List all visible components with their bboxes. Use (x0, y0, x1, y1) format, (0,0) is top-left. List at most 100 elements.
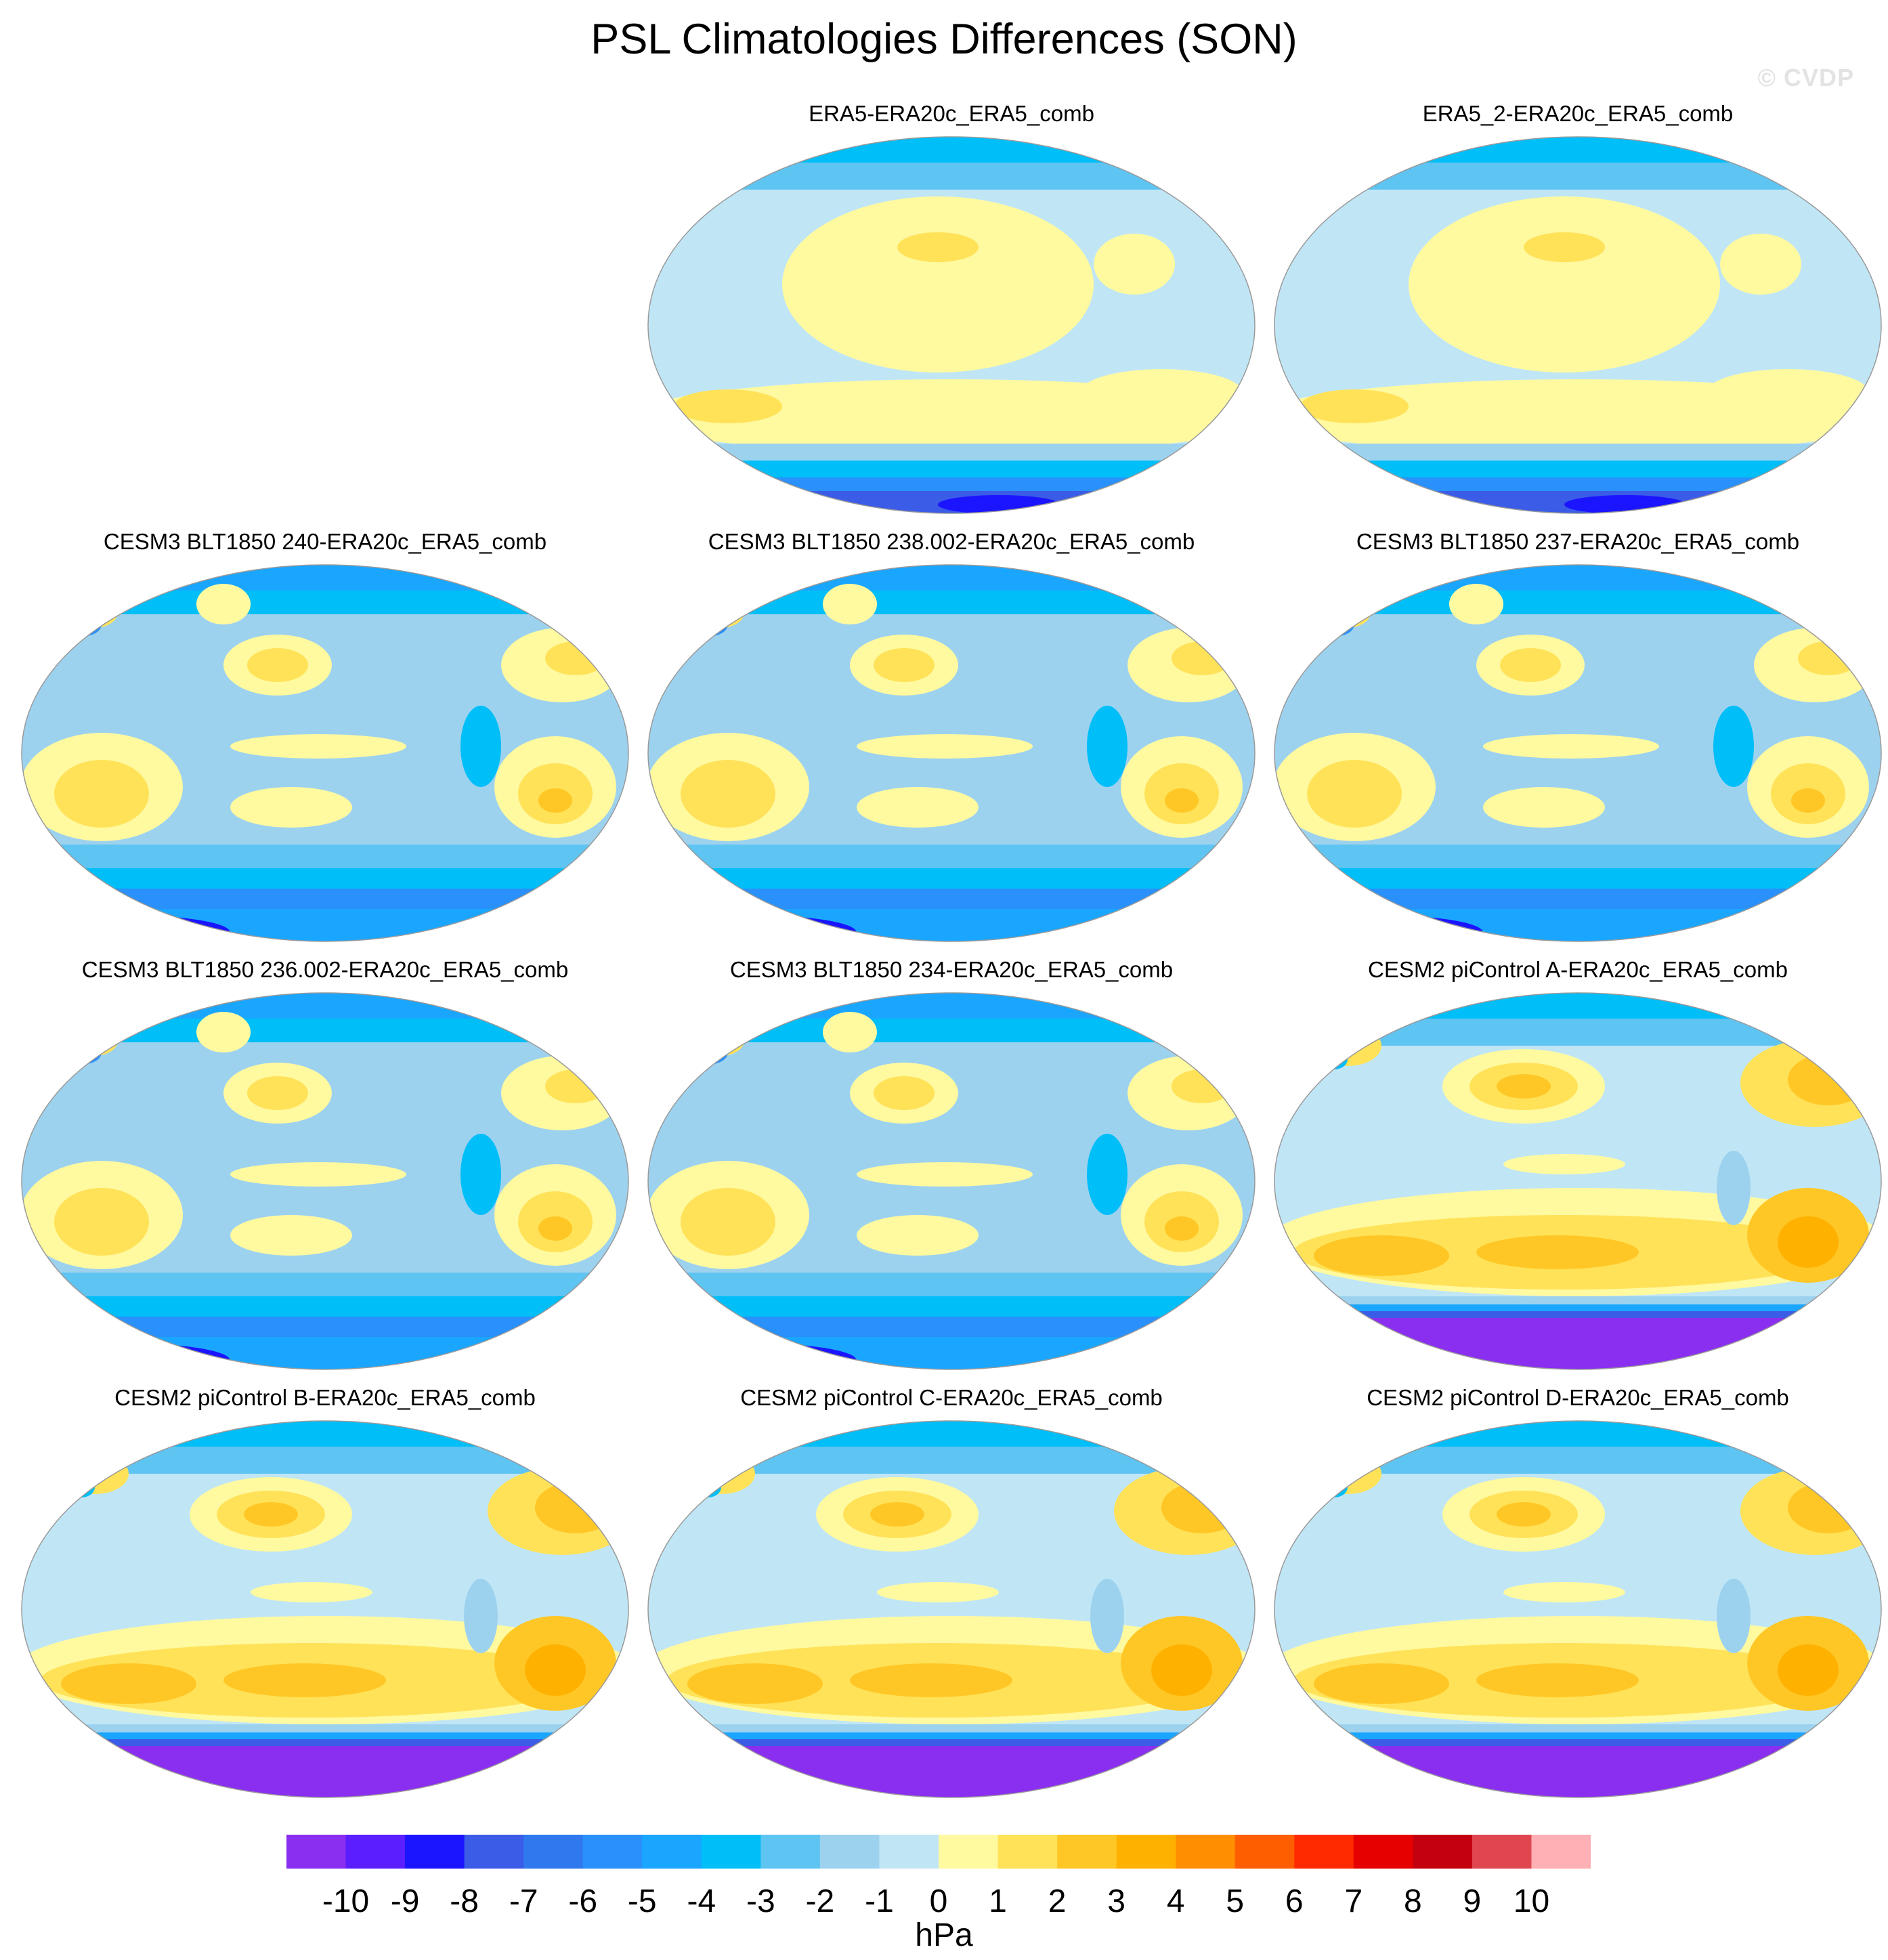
panel-title: CESM2 piControl D-ERA20c_ERA5_comb (1367, 1385, 1789, 1410)
southern-band (22, 889, 628, 909)
north-atlantic-core (535, 1482, 616, 1533)
map-panel: CESM2 piControl C-ERA20c_ERA5_comb (640, 1384, 1263, 1811)
southern-band (648, 1296, 1255, 1317)
colorbar-tick-label: 3 (1107, 1883, 1125, 1919)
panel-title: CESM3 BLT1850 237-ERA20c_ERA5_comb (1356, 529, 1800, 554)
north-atlantic-core (1788, 1482, 1869, 1533)
equatorial-ridge (1503, 1582, 1625, 1602)
pacific-high (1409, 196, 1720, 372)
map-panel: CESM3 BLT1850 238.002-ERA20c_ERA5_comb (640, 528, 1263, 955)
pacific-high-core (897, 232, 979, 262)
colorbar-tick-label: 0 (929, 1883, 948, 1919)
colorbar-tick-label: 5 (1226, 1883, 1245, 1919)
tibet-low (61, 1040, 102, 1065)
south-pacific-ridge (857, 787, 979, 828)
south-pacific-ridge (1483, 787, 1605, 828)
southern-band (648, 1732, 1255, 1739)
contour-fill (648, 565, 1255, 941)
southern-band (1274, 1304, 1881, 1311)
southern-band (1274, 1732, 1881, 1739)
colorbar-swatch (1353, 1835, 1413, 1869)
world-map (647, 1420, 1256, 1798)
southern-band (22, 1724, 628, 1732)
arctic-band (1274, 993, 1881, 1019)
panel-title: CESM3 BLT1850 236.002-ERA20c_ERA5_comb (81, 957, 569, 982)
south-atlantic-peak (1165, 788, 1199, 813)
southern-band (648, 909, 1255, 941)
south-america-low (460, 1134, 501, 1215)
north-pacific-core (874, 648, 935, 682)
southern-band (1274, 1724, 1881, 1732)
map-outline (1274, 992, 1882, 1370)
arctic-band (22, 993, 628, 1019)
tibet-low (1321, 1049, 1348, 1069)
map-panel: CESM3 BLT1850 240-ERA20c_ERA5_comb (14, 528, 637, 955)
arctic-band (648, 1447, 1255, 1474)
panel-title: CESM3 BLT1850 238.002-ERA20c_ERA5_comb (708, 529, 1195, 554)
south-america-low (464, 1579, 498, 1653)
equatorial-ridge (1483, 734, 1659, 759)
colorbar-swatch (1176, 1835, 1236, 1869)
colorbar-swatch (939, 1835, 999, 1869)
map-outline (1274, 1420, 1882, 1798)
panel-title: ERA5_2-ERA20c_ERA5_comb (1422, 101, 1734, 126)
contour-fill (1274, 565, 1881, 941)
colorbar-swatch (464, 1835, 524, 1869)
south-pacific-core (1476, 1235, 1639, 1269)
colorbar-swatch (582, 1835, 643, 1869)
southern-band (22, 868, 628, 889)
map-panel: CESM2 piControl B-ERA20c_ERA5_comb (14, 1384, 637, 1811)
world-map (21, 564, 629, 942)
tibet-low (694, 1477, 721, 1497)
arctic-band (648, 565, 1255, 591)
southern-band (1274, 1318, 1881, 1369)
arctic-band (1274, 163, 1881, 190)
equatorial-ridge (877, 1582, 999, 1602)
south-atlantic-peak (538, 788, 572, 813)
colorbar-tick-label: -9 (390, 1883, 420, 1919)
arctic-band (1274, 1019, 1881, 1046)
map-panel: ERA5_2-ERA20c_ERA5_comb (1266, 100, 1888, 527)
colorbar-labels: -10 -9 -8 -7 -6 -5 -4 -3 -2 -1 0 1 2 3 4 5 6 7 8 9 10 (0, 1881, 1888, 1922)
contour-fill (648, 993, 1255, 1369)
colorbar-swatch (1472, 1835, 1532, 1869)
north-pacific-peak (1497, 1074, 1551, 1099)
colorbar-tick-label: 6 (1285, 1883, 1304, 1919)
contour-fill (22, 1421, 628, 1797)
arctic-band (648, 993, 1255, 1019)
southern-band (648, 1337, 1255, 1369)
asia-high (687, 1453, 755, 1494)
map-panel: CESM2 piControl D-ERA20c_ERA5_comb (1266, 1384, 1888, 1811)
map-outline (647, 992, 1256, 1370)
indian-ocean-core (1314, 1235, 1449, 1276)
equatorial-ridge (857, 1162, 1033, 1187)
southern-band (648, 1317, 1255, 1337)
southern-ridge-core (1300, 389, 1409, 423)
south-pacific-ridge (230, 787, 352, 828)
southern-ridge-core (674, 389, 782, 423)
north-pacific-core (247, 648, 308, 682)
panel-title: CESM2 piControl A-ERA20c_ERA5_comb (1368, 957, 1788, 982)
north-pacific-core (874, 1076, 935, 1110)
tibet-low (1314, 612, 1354, 637)
equatorial-ridge (230, 734, 406, 759)
world-map (1274, 1420, 1882, 1798)
indian-ocean-core (61, 1663, 196, 1704)
colorbar-tick-label: 10 (1513, 1883, 1550, 1919)
south-atlantic-peak (1151, 1644, 1212, 1696)
map-outline (647, 564, 1256, 942)
southern-band (22, 1296, 628, 1317)
southern-band (648, 845, 1255, 868)
arctic-band (22, 1447, 628, 1474)
colorbar-tick-label: -8 (450, 1883, 479, 1919)
arctic-band (648, 163, 1255, 190)
colorbar-swatch (1531, 1835, 1591, 1869)
north-pacific-peak (244, 1502, 298, 1527)
colorbar-tick-label: -2 (805, 1883, 835, 1919)
colorbar-tick-label: -5 (627, 1883, 657, 1919)
south-america-low (1717, 1151, 1751, 1225)
southern-band (648, 1724, 1255, 1732)
south-america-low (1713, 706, 1754, 787)
contour-fill (1274, 137, 1881, 513)
equatorial-ridge (1503, 1154, 1625, 1174)
